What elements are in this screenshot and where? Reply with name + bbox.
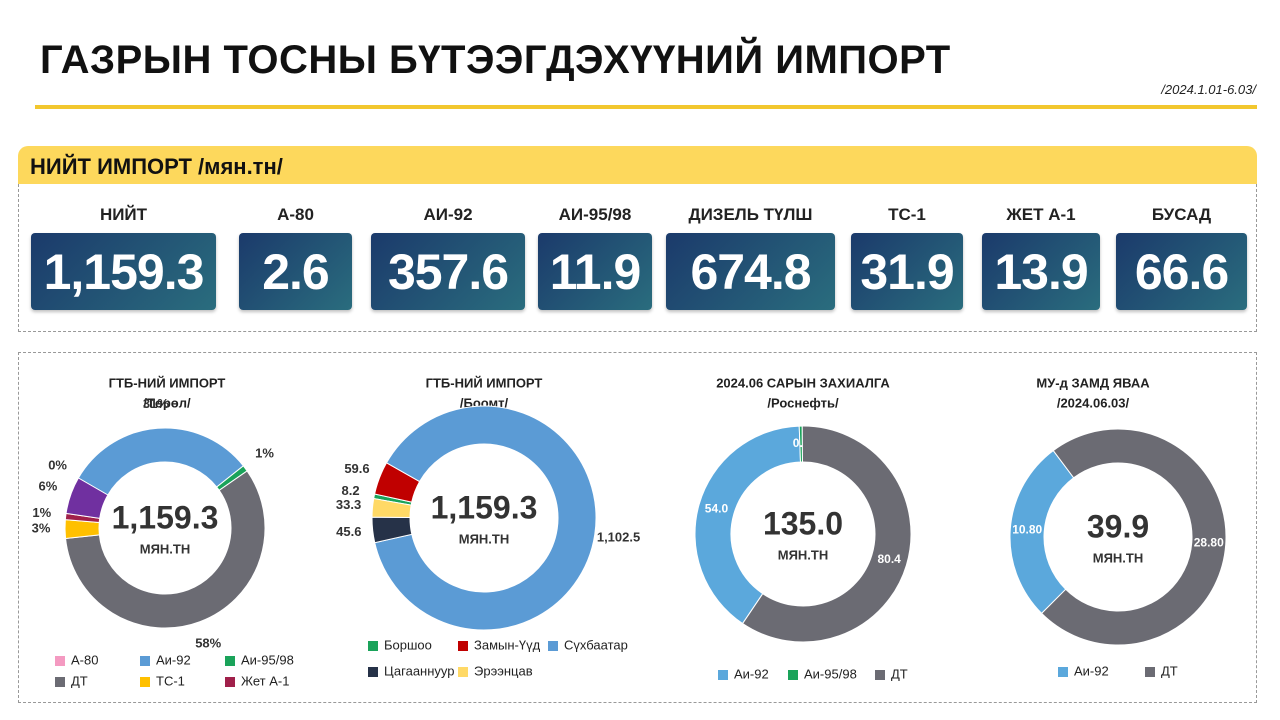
legend-swatch — [55, 656, 65, 666]
kpi-value: 66.6 — [1116, 233, 1247, 310]
data-label: 1,102.5 — [597, 529, 640, 544]
kpi-label: АИ-95/98 — [558, 205, 632, 224]
legend-swatch — [718, 670, 728, 680]
chart-subtitle: /Төрөл/ — [143, 395, 191, 410]
data-label: 31% — [143, 396, 169, 411]
charts-box — [18, 352, 1257, 703]
donut-slice — [371, 497, 412, 518]
data-label: 28.80 — [1194, 536, 1224, 550]
legend-label: Жет А-1 — [241, 673, 289, 688]
legend-label: А-80 — [71, 652, 98, 667]
legend-swatch — [548, 641, 558, 651]
legend-label: Цагааннуур — [384, 663, 455, 678]
legend-swatch — [788, 670, 798, 680]
legend-swatch — [458, 667, 468, 677]
donut-slice — [374, 405, 597, 631]
legend-swatch — [140, 656, 150, 666]
center-value: 1,159.3 — [431, 489, 538, 525]
data-label: 59.6 — [344, 461, 369, 476]
legend-swatch — [55, 677, 65, 687]
data-label: 8.2 — [342, 483, 360, 498]
data-label: 33.3 — [336, 497, 361, 512]
legend-label: Аи-92 — [1074, 663, 1109, 678]
data-label: 80.4 — [877, 552, 901, 566]
kpi-label: ЖЕТ А-1 — [1006, 205, 1076, 224]
legend-label: Аи-95/98 — [804, 666, 857, 681]
legend-swatch — [225, 677, 235, 687]
legend-label: Сүхбаатар — [564, 637, 628, 652]
data-label: 3% — [32, 521, 51, 536]
kpi-value: 674.8 — [666, 233, 835, 310]
legend-label: Аи-92 — [156, 652, 191, 667]
chart-title: ГТБ-НИЙ ИМПОРТ — [109, 375, 226, 390]
page-title: ГАЗРЫН ТОСНЫ БҮТЭЭГДЭХҮҮНИЙ ИМПОРТ — [40, 38, 951, 82]
center-value: 135.0 — [763, 505, 843, 541]
legend-label: Эрээнцав — [474, 663, 533, 678]
chart-title: 2024.06 САРЫН ЗАХИАЛГА — [716, 375, 890, 390]
chart-subtitle: /2024.06.03/ — [1057, 395, 1130, 410]
donut-slice — [65, 477, 109, 519]
data-label: 54.0 — [705, 501, 729, 515]
data-label: 1% — [32, 505, 51, 520]
legend-label: Аи-95/98 — [241, 652, 294, 667]
period: /2024.1.01-6.03/ — [1161, 82, 1256, 97]
kpi-label: БУСАД — [1151, 205, 1212, 224]
legend-swatch — [1145, 667, 1155, 677]
center-value: 39.9 — [1087, 508, 1149, 544]
summary-box — [18, 184, 1257, 332]
center-unit: МЯН.ТН — [140, 541, 191, 556]
donut-slice — [77, 427, 245, 496]
legend-swatch — [1058, 667, 1068, 677]
section-title: НИЙТ ИМПОРТ /мян.тн/ — [30, 154, 283, 179]
legend-label: Боршоо — [384, 637, 432, 652]
data-label: 10.80 — [1012, 523, 1042, 537]
legend-label: ДТ — [1161, 663, 1178, 678]
legend-swatch — [225, 656, 235, 666]
chart-title: МУ-д ЗАМД ЯВАА — [1036, 375, 1150, 390]
section-header: НИЙТ ИМПОРТ /мян.тн/ — [18, 146, 1257, 184]
donut-slice — [694, 425, 802, 625]
legend-swatch — [368, 641, 378, 651]
data-label: 58% — [195, 636, 221, 651]
legend-label: ДТ — [71, 673, 88, 688]
kpi-value: 357.6 — [371, 233, 525, 310]
kpi-label: АИ-92 — [423, 205, 473, 224]
legend-label: Замын-Үүд — [474, 637, 541, 652]
data-label: 45.6 — [336, 524, 361, 539]
kpi-value: 2.6 — [239, 233, 352, 310]
center-unit: МЯН.ТН — [778, 547, 829, 562]
legend-swatch — [875, 670, 885, 680]
legend-swatch — [368, 667, 378, 677]
legend-swatch — [458, 641, 468, 651]
kpi-label: НИЙТ — [99, 205, 148, 224]
center-unit: МЯН.ТН — [1093, 550, 1144, 565]
kpi-value: 13.9 — [982, 233, 1100, 310]
center-value: 1,159.3 — [112, 499, 219, 535]
kpi-value: 31.9 — [851, 233, 963, 310]
legend-label: Аи-92 — [734, 666, 769, 681]
donut-slice — [64, 470, 266, 629]
kpi-value: 1,159.3 — [31, 233, 216, 310]
kpi-label: ДИЗЕЛЬ ТҮЛШ — [688, 205, 813, 224]
legend-label: ДТ — [891, 666, 908, 681]
kpi-label: ТС-1 — [888, 205, 926, 224]
data-label: 1% — [255, 446, 274, 461]
center-unit: МЯН.ТН — [459, 531, 510, 546]
donut-slice — [741, 425, 912, 643]
title-underline — [35, 105, 1257, 109]
legend-swatch — [140, 677, 150, 687]
legend-label: ТС-1 — [156, 673, 185, 688]
data-label: 0% — [48, 457, 67, 472]
chart-title: ГТБ-НИЙ ИМПОРТ — [426, 375, 543, 390]
kpi-label: А-80 — [277, 205, 314, 224]
data-label: 6% — [38, 479, 57, 494]
chart-subtitle: /Роснефть/ — [767, 395, 839, 410]
kpi-value: 11.9 — [538, 233, 652, 310]
donut-slice — [1040, 428, 1227, 646]
